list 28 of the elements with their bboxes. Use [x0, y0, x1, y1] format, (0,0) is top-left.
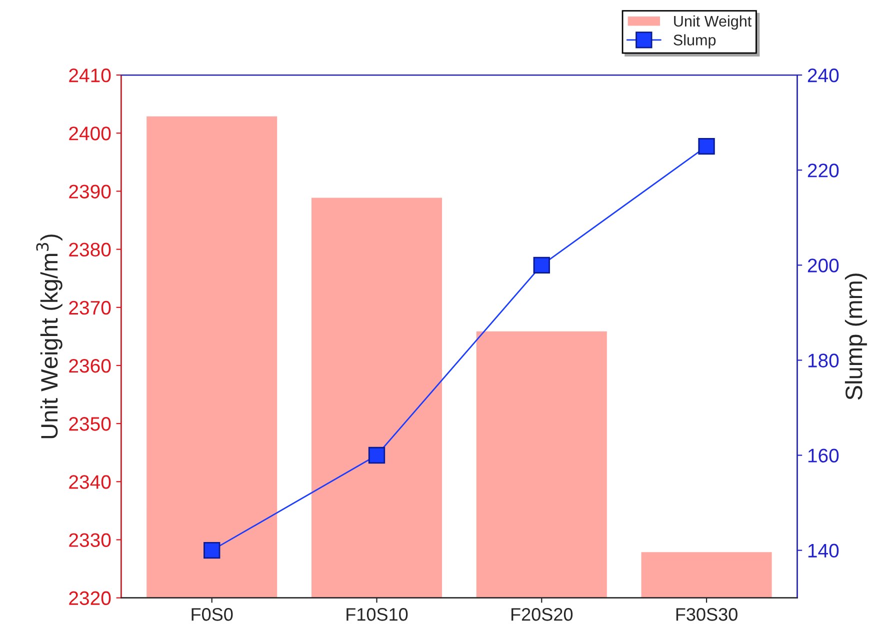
y-tick-label: 2320 [69, 591, 111, 606]
y-axis-title: Unit Weight (kg/m$^{3}$) [36, 234, 62, 438]
y-tick-label: 2350 [69, 417, 111, 431]
y2-tick-label: 140 [808, 544, 839, 558]
y2-axis-title: Slump (mm) [844, 274, 867, 400]
y-tick-label: 2380 [69, 242, 111, 257]
point [533, 256, 550, 274]
y-tick-label: 2400 [69, 126, 111, 140]
y-tick-label: 2330 [69, 533, 111, 547]
x-tick-label: F10S10 [346, 608, 408, 621]
y2-tick-label: 160 [808, 448, 839, 462]
legend-label: Slump [674, 34, 716, 48]
y2-tick-label: 240 [808, 68, 839, 82]
y-tick-label: 2390 [69, 184, 111, 198]
y-tick-label: 2360 [69, 358, 111, 373]
x-tick-label: F0S0 [192, 608, 233, 621]
y2-tick-label: 200 [808, 258, 839, 272]
y2-tick-label: 180 [808, 354, 839, 368]
y-tick-label: 2370 [69, 300, 111, 315]
point [368, 446, 386, 464]
y-tick-label: 2410 [69, 68, 111, 82]
y2-tick-label: 220 [808, 164, 839, 178]
x-tick-label: F20S20 [512, 608, 573, 621]
x-tick-label: F30S30 [676, 608, 738, 621]
point [204, 542, 220, 559]
y-tick-label: 2340 [69, 475, 111, 489]
legend-label: Unit Weight [674, 15, 752, 30]
point [698, 138, 715, 155]
